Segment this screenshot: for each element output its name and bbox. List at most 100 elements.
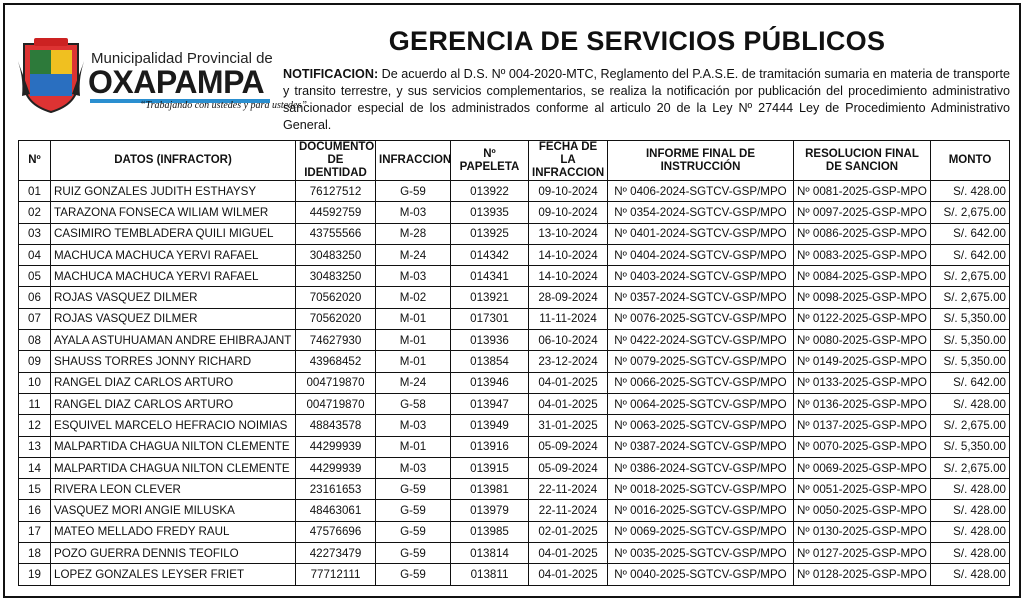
table-cell: 013814 [450, 542, 529, 565]
table-row: 12 ESQUIVEL MARCELO HEFRACIO NOIMIAS 48843… [18, 414, 1010, 437]
logo-subtitle: Municipalidad Provincial de [91, 50, 273, 67]
table-cell: S/. 428.00 [930, 520, 1010, 544]
table-cell: 30483250 [295, 265, 376, 288]
table-cell: Nº 0063-2025-SGTCV-GSP/MPO [607, 414, 794, 437]
header-cell: MONTO [930, 140, 1010, 181]
table-cell: 013949 [450, 414, 529, 437]
header-cell: DOCUMENTO DE IDENTIDAD [295, 140, 376, 181]
header-cell: DATOS (INFRACTOR) [50, 140, 296, 181]
table-cell: Nº 0136-2025-GSP-MPO [793, 392, 931, 416]
table-cell: 30483250 [295, 243, 376, 267]
table-cell: S/. 2,675.00 [930, 265, 1010, 288]
table-cell: S/. 428.00 [930, 563, 1010, 586]
table-cell: Nº 0128-2025-GSP-MPO [793, 563, 931, 586]
table-cell: RANGEL DIAZ CARLOS ARTURO [50, 392, 296, 416]
table-cell: 44592759 [295, 201, 376, 224]
table-cell: ROJAS VASQUEZ DILMER [50, 286, 296, 309]
table-cell: 013985 [450, 520, 529, 544]
header-row: Nº DATOS (INFRACTOR) DOCUMENTO DE IDENTIDA… [18, 140, 1010, 181]
table-cell: 013915 [450, 456, 529, 480]
table-row: 16 VASQUEZ MORI ANGIE MILUSKA 48463061 G-59… [18, 499, 1010, 522]
table-cell: M-01 [375, 350, 451, 373]
header-cell: Nº PAPELETA [450, 140, 529, 181]
header-cell: INFRACCION [375, 140, 451, 181]
table-cell: 09-10-2024 [528, 179, 608, 203]
table-cell: 43968452 [295, 350, 376, 373]
table-cell: 02-01-2025 [528, 520, 608, 544]
table-cell: 31-01-2025 [528, 414, 608, 437]
table-cell: Nº 0403-2024-SGTCV-GSP/MPO [607, 265, 794, 288]
table-cell: Nº 0386-2024-SGTCV-GSP/MPO [607, 456, 794, 480]
table-cell: 12 [18, 414, 51, 437]
table-cell: Nº 0084-2025-GSP-MPO [793, 265, 931, 288]
table-cell: 017301 [450, 307, 529, 331]
table-cell: S/. 2,675.00 [930, 201, 1010, 224]
table-cell: LOPEZ GONZALES LEYSER FRIET [50, 563, 296, 586]
table-cell: 11-11-2024 [528, 307, 608, 331]
table-cell: 42273479 [295, 542, 376, 565]
table-cell: S/. 2,675.00 [930, 286, 1010, 309]
table-cell: Nº 0357-2024-SGTCV-GSP/MPO [607, 286, 794, 309]
table-cell: 013916 [450, 435, 529, 458]
table-row: 11 RANGEL DIAZ CARLOS ARTURO 004719870 G-58… [18, 392, 1010, 416]
table-cell: S/. 428.00 [930, 499, 1010, 522]
table-cell: MACHUCA MACHUCA YERVI RAFAEL [50, 265, 296, 288]
table-cell: Nº 0070-2025-GSP-MPO [793, 435, 931, 458]
table-cell: Nº 0083-2025-GSP-MPO [793, 243, 931, 267]
table-cell: 04-01-2025 [528, 542, 608, 565]
table-row: 09 SHAUSS TORRES JONNY RICHARD 43968452 M-0… [18, 350, 1010, 373]
table-cell: RIVERA LEON CLEVER [50, 478, 296, 501]
table-cell: MATEO MELLADO FREDY RAUL [50, 520, 296, 544]
table-cell: AYALA ASTUHUAMAN ANDRE EHIBRAJANT [50, 329, 296, 352]
table-cell: 13-10-2024 [528, 222, 608, 245]
table-cell: 77712111 [295, 563, 376, 586]
table-cell: 14 [18, 456, 51, 480]
table-cell: 013925 [450, 222, 529, 245]
table-cell: Nº 0130-2025-GSP-MPO [793, 520, 931, 544]
table-cell: VASQUEZ MORI ANGIE MILUSKA [50, 499, 296, 522]
table-cell: 13 [18, 435, 51, 458]
table-cell: 01 [18, 179, 51, 203]
table-cell: MALPARTIDA CHAGUA NILTON CLEMENTE [50, 456, 296, 480]
table-cell: 22-11-2024 [528, 499, 608, 522]
table-row: 04 MACHUCA MACHUCA YERVI RAFAEL 30483250 M-… [18, 243, 1010, 267]
table-cell: 07 [18, 307, 51, 331]
table-cell: Nº 0149-2025-GSP-MPO [793, 350, 931, 373]
table-cell: Nº 0018-2025-SGTCV-GSP/MPO [607, 478, 794, 501]
table-cell: S/. 2,675.00 [930, 456, 1010, 480]
table-row: 10 RANGEL DIAZ CARLOS ARTURO 004719870 M-24… [18, 371, 1010, 394]
table-cell: 013936 [450, 329, 529, 352]
table-row: 06 ROJAS VASQUEZ DILMER 70562020 M-02 013921… [18, 286, 1010, 309]
table-cell: Nº 0016-2025-SGTCV-GSP/MPO [607, 499, 794, 522]
table-cell: 22-11-2024 [528, 478, 608, 501]
table-cell: G-59 [375, 542, 451, 565]
table-cell: ROJAS VASQUEZ DILMER [50, 307, 296, 331]
table-cell: 74627930 [295, 329, 376, 352]
logo-shield [16, 38, 86, 114]
table-cell: SHAUSS TORRES JONNY RICHARD [50, 350, 296, 373]
table-cell: 08 [18, 329, 51, 352]
table-cell: 11 [18, 392, 51, 416]
table-row: 19 LOPEZ GONZALES LEYSER FRIET 77712111 G-5… [18, 563, 1010, 586]
table-cell: 09 [18, 350, 51, 373]
table-body: 01 RUIZ GONZALES JUDITH ESTHAYSY 76127512 G… [18, 179, 1010, 586]
table-cell: 05-09-2024 [528, 456, 608, 480]
logo-slogan: “Trabajando con ustedes y para ustedes” [140, 100, 307, 111]
table-cell: Nº 0097-2025-GSP-MPO [793, 201, 931, 224]
table-cell: M-03 [375, 414, 451, 437]
table: Nº DATOS (INFRACTOR) DOCUMENTO DE IDENTIDA… [18, 140, 1010, 586]
table-cell: Nº 0127-2025-GSP-MPO [793, 542, 931, 565]
table-cell: S/. 642.00 [930, 222, 1010, 245]
table-cell: S/. 642.00 [930, 371, 1010, 394]
table-cell: RANGEL DIAZ CARLOS ARTURO [50, 371, 296, 394]
table-cell: 17 [18, 520, 51, 544]
table-cell: 05-09-2024 [528, 435, 608, 458]
table-cell: CASIMIRO TEMBLADERA QUILI MIGUEL [50, 222, 296, 245]
table-cell: MACHUCA MACHUCA YERVI RAFAEL [50, 243, 296, 267]
notification-text: De acuerdo al D.S. Nº 004-2020-MTC, Regl… [283, 67, 1010, 132]
table-cell: TARAZONA FONSECA WILIAM WILMER [50, 201, 296, 224]
table-cell: 28-09-2024 [528, 286, 608, 309]
table-cell: Nº 0404-2024-SGTCV-GSP/MPO [607, 243, 794, 267]
table-cell: Nº 0137-2025-GSP-MPO [793, 414, 931, 437]
table-cell: M-24 [375, 371, 451, 394]
